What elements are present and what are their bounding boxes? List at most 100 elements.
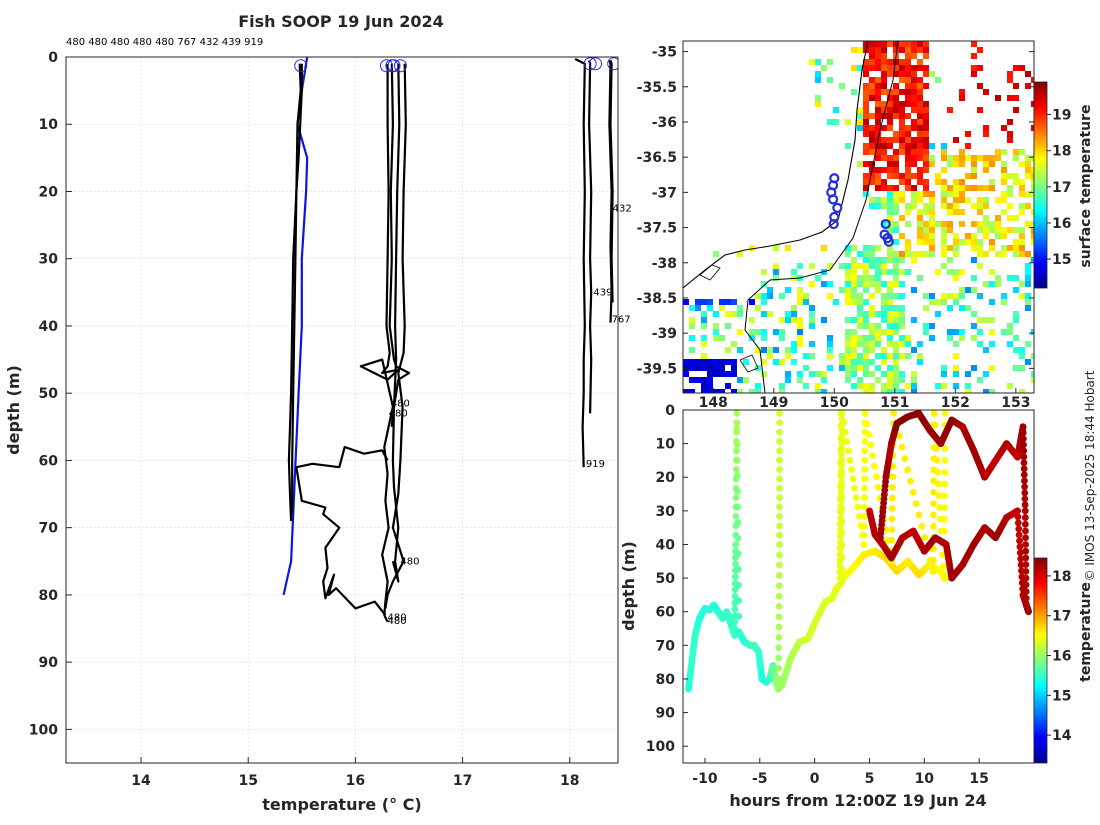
- obs-point: [735, 581, 742, 589]
- sst-cell: [893, 191, 899, 197]
- sst-cell: [1019, 239, 1025, 245]
- profile-label: 432: [613, 204, 632, 215]
- sst-cell: [887, 305, 893, 311]
- obs-point: [1020, 471, 1028, 479]
- sst-cell: [899, 389, 905, 393]
- sst-cell: [905, 149, 911, 155]
- station-marker: [883, 236, 894, 247]
- sst-cell: [1001, 125, 1007, 131]
- sst-cell: [773, 359, 779, 365]
- sst-cell: [809, 281, 815, 287]
- sst-cell: [971, 71, 977, 77]
- sst-cell: [851, 245, 857, 251]
- obs-point: [732, 494, 740, 502]
- depth-tick-label: 90: [656, 706, 676, 722]
- profile-label: 480: [400, 557, 419, 568]
- sst-cell: [893, 203, 899, 209]
- sst-cell: [1019, 389, 1025, 393]
- sst-cell: [1007, 203, 1013, 209]
- sst-cell: [911, 101, 917, 107]
- sst-cell: [881, 383, 887, 389]
- sst-cell: [917, 353, 923, 359]
- sst-cell: [1013, 95, 1019, 101]
- sst-cell: [923, 209, 929, 215]
- sst-cell: [911, 77, 917, 83]
- sst-cell: [845, 119, 851, 125]
- sst-cell: [1025, 173, 1031, 179]
- sst-cell: [965, 305, 971, 311]
- obs-point: [1022, 581, 1030, 589]
- sst-cell: [863, 95, 869, 101]
- sst-cell: [863, 383, 869, 389]
- sst-cell: [893, 149, 899, 155]
- sst-cell: [923, 143, 929, 149]
- sst-cell: [899, 179, 905, 185]
- x-tick-label: 14: [131, 773, 151, 789]
- sst-cell: [959, 329, 965, 335]
- sst-cell: [857, 125, 863, 131]
- sst-cell: [713, 359, 719, 365]
- sst-cell: [923, 203, 929, 209]
- sst-cell: [911, 149, 917, 155]
- sst-cell: [947, 209, 953, 215]
- sst-cell: [689, 359, 695, 365]
- sst-cell: [719, 365, 725, 371]
- sst-cell: [845, 281, 851, 287]
- obs-point: [915, 511, 923, 519]
- sst-cell: [1019, 245, 1025, 251]
- sst-cell: [1031, 209, 1034, 215]
- sst-cell: [875, 263, 881, 269]
- sst-cell: [1001, 299, 1007, 305]
- sst-cell: [917, 101, 923, 107]
- sst-cell: [863, 185, 869, 191]
- obs-point: [1020, 459, 1028, 467]
- sst-cell: [893, 305, 899, 311]
- sst-cell: [917, 341, 923, 347]
- sst-cell: [929, 203, 935, 209]
- sst-cell: [989, 269, 995, 275]
- sst-cell: [821, 317, 827, 323]
- sst-cell: [725, 323, 731, 329]
- obs-point: [1014, 519, 1022, 527]
- sst-cell: [941, 299, 947, 305]
- sst-cell: [1007, 185, 1013, 191]
- sst-cell: [881, 143, 887, 149]
- sst-cell: [893, 59, 899, 65]
- sst-cell: [947, 155, 953, 161]
- sst-cell: [869, 347, 875, 353]
- surface-marker: [393, 59, 407, 73]
- profile-label: 919: [586, 459, 605, 470]
- sst-cell: [839, 365, 845, 371]
- sst-cell: [761, 329, 767, 335]
- sst-cell: [881, 221, 887, 227]
- sst-cell: [857, 107, 863, 113]
- obs-point: [855, 512, 863, 520]
- sst-cell: [905, 179, 911, 185]
- station-markers: [826, 173, 894, 247]
- sst-cell: [791, 317, 797, 323]
- obs-point: [888, 494, 896, 502]
- sst-cell: [887, 119, 893, 125]
- sst-cell: [989, 329, 995, 335]
- sst-cell: [761, 281, 767, 287]
- sst-cell: [911, 53, 917, 59]
- sst-cell: [851, 353, 857, 359]
- y-tick-label: 70: [39, 521, 59, 537]
- sst-cell: [887, 65, 893, 71]
- sst-cell: [851, 359, 857, 365]
- sst-cell: [959, 197, 965, 203]
- obs-point: [1020, 453, 1028, 461]
- sst-cell: [893, 323, 899, 329]
- sst-cell: [845, 359, 851, 365]
- sst-cell: [923, 239, 929, 245]
- obs-point: [865, 431, 873, 438]
- sst-cell: [731, 371, 737, 377]
- sst-cell: [905, 161, 911, 167]
- sst-cell: [971, 245, 977, 251]
- sst-cell: [947, 329, 953, 335]
- obs-point: [1022, 594, 1030, 602]
- sst-cell: [899, 215, 905, 221]
- sst-cell: [773, 245, 779, 251]
- sst-cell: [887, 251, 893, 257]
